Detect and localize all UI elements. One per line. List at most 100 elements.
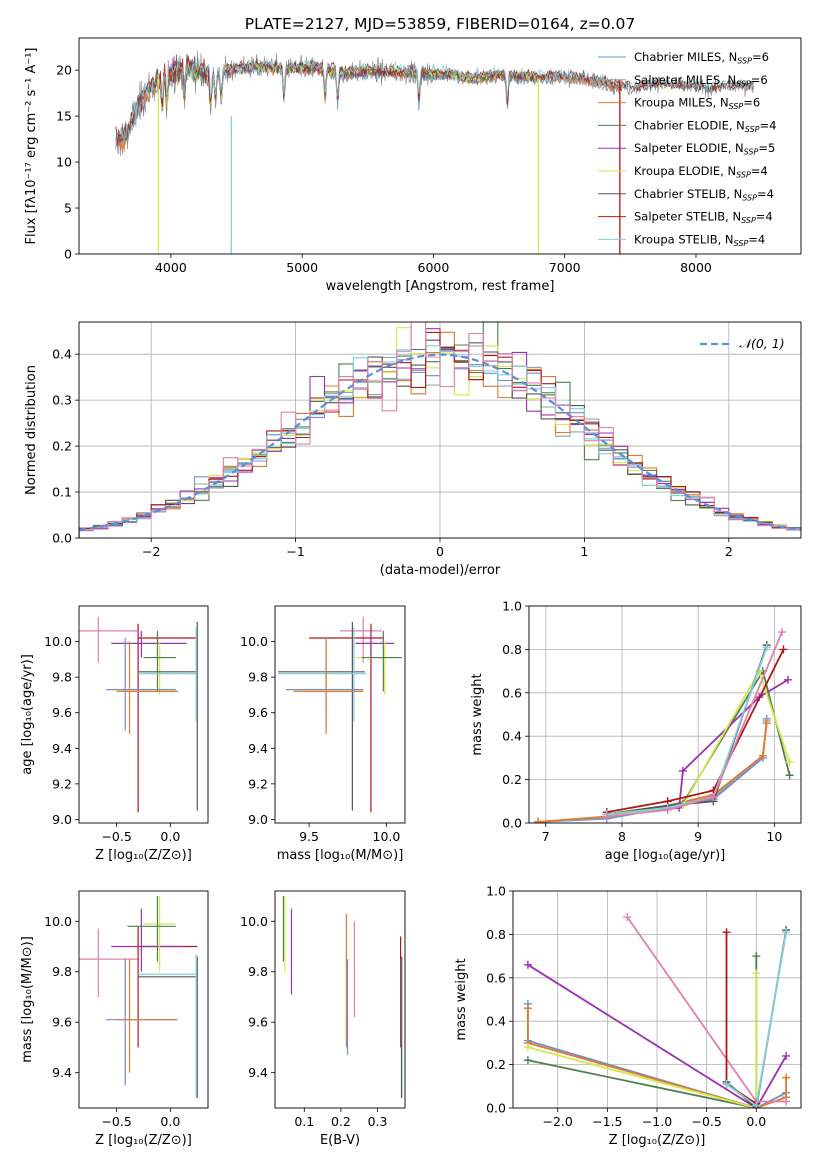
weight-line: [527, 964, 787, 1108]
legend-entry: Salpeter ELODIE, NSSP=5: [634, 141, 775, 157]
weight-marker: [678, 766, 687, 775]
weight-marker: [779, 645, 788, 654]
mass_vs_Z-axes: −0.5 0.0 9.4 9.6 9.8 10.0 Z [log₁₀(Z/Z⊙)] mass …: [20, 890, 209, 1148]
y-tick-label: 9.0: [52, 812, 72, 827]
weight-line: [527, 956, 758, 1108]
y-tick-label: 0.6: [502, 685, 522, 700]
x-tick-label: 0: [436, 544, 444, 559]
weight-marker: [762, 719, 771, 728]
spectrum-plot: [115, 50, 755, 254]
y-tick-label: 9.4: [248, 1065, 268, 1080]
y-tick-label: 0.2: [52, 439, 72, 454]
legend-entry: Kroupa STELIB, NSSP=4: [634, 232, 765, 248]
x-tick-label: 6000: [418, 260, 450, 275]
x-tick-label: 4000: [155, 260, 187, 275]
weight_vs_age-x-label: age [log₁₀(age/yr)]: [605, 848, 726, 863]
y-tick-label: 10.0: [44, 914, 72, 929]
x-tick-label: −0.5: [691, 1114, 721, 1129]
x-tick-label: 8000: [680, 260, 712, 275]
x-tick-label: −1: [286, 544, 304, 559]
y-tick-label: 9.4: [52, 741, 72, 756]
legend-entry: Salpeter STELIB, NSSP=4: [634, 210, 773, 226]
y-tick-label: 10.0: [44, 634, 72, 649]
residual-x-label: (data-model)/error: [380, 563, 501, 578]
age_vs_mass-plot: [278, 616, 402, 813]
y-tick-label: 0.8: [486, 927, 506, 942]
weight_vs_Z-x-label: Z [log₁₀(Z/Z⊙)]: [609, 1133, 706, 1148]
y-tick-label: 9.6: [248, 1015, 268, 1030]
y-tick-label: 0.3: [52, 393, 72, 408]
y-tick-label: 0: [64, 247, 72, 262]
x-tick-label: 9.5: [299, 829, 319, 844]
x-tick-label: 0.0: [160, 1114, 180, 1129]
x-tick-label: 0.1: [294, 1114, 314, 1129]
legend-entry: Chabrier STELIB, NSSP=4: [634, 187, 774, 203]
weight_vs_age-y-label: mass weight: [470, 673, 485, 755]
weight-marker: [523, 1043, 532, 1052]
weight-marker: [752, 952, 761, 961]
axes-frame: [528, 605, 802, 824]
age_vs_mass-axes: 9.5 10.0 9.0 9.2 9.4 9.6 9.8 10.0 mass [log₁₀(M/…: [240, 605, 406, 863]
model-spectrum: [157, 56, 539, 112]
weight_vs_Z-plot: [523, 913, 791, 1108]
axes-frame: [78, 321, 802, 539]
residuals-axes: −2 −1 0 1 2 0.0 0.1 0.2 0.3 0.4 (data-model)/error…: [24, 321, 802, 578]
weight-line: [538, 718, 768, 823]
weight-line: [606, 648, 785, 813]
x-tick-label: 2: [725, 544, 733, 559]
y-tick-label: 9.6: [52, 1015, 72, 1030]
weight-line: [606, 679, 789, 818]
age_vs_Z-axes: −0.5 0.0 9.0 9.2 9.4 9.6 9.8 10.0 Z [log₁₀(Z/Z⊙)…: [20, 605, 209, 863]
weight_vs_age-axes: 7 8 9 10 0.0 0.2 0.4 0.6 0.8 1.0 age [log₁₀(age/yr…: [470, 599, 802, 863]
weight-marker: [722, 928, 731, 937]
y-tick-label: 10.0: [240, 914, 268, 929]
axes-frame: [274, 605, 406, 824]
x-tick-label: −0.5: [101, 1114, 131, 1129]
x-tick-label: 8: [618, 829, 626, 844]
age_vs_mass-x-label: mass [log₁₀(M/M⊙)]: [277, 848, 404, 863]
x-tick-label: −1.5: [592, 1114, 622, 1129]
axes-frame: [78, 605, 209, 824]
weight-marker: [534, 817, 543, 823]
y-tick-label: 9.6: [248, 705, 268, 720]
weight-marker: [762, 643, 771, 652]
weight-marker: [709, 792, 718, 801]
y-tick-label: 0.4: [502, 729, 522, 744]
spectrum-x-label: wavelength [Angstrom, rest frame]: [326, 279, 555, 294]
y-tick-label: 0.4: [52, 347, 72, 362]
weight-marker: [663, 805, 672, 814]
y-tick-label: 9.2: [248, 776, 268, 791]
y-tick-label: 1.0: [502, 599, 522, 614]
y-tick-label: 0.8: [502, 642, 522, 657]
spectrum-axes: 4000 5000 6000 7000 8000 0 5 10 15 20 wavelength […: [24, 37, 802, 294]
x-tick-label: 0.0: [160, 829, 180, 844]
y-tick-label: 0.0: [486, 1101, 506, 1116]
y-tick-label: 5: [64, 201, 72, 216]
weight-marker: [722, 1080, 731, 1089]
y-tick-label: 10.0: [240, 634, 268, 649]
weight-marker: [752, 1101, 761, 1108]
weight-marker: [785, 771, 794, 780]
x-tick-label: 0.0: [746, 1114, 766, 1129]
residual-y-label: Normed distribution: [24, 365, 39, 495]
normal-curve: [79, 353, 801, 531]
y-tick-label: 0.0: [502, 816, 522, 831]
weight-marker: [782, 1097, 791, 1106]
x-tick-label: 7000: [549, 260, 581, 275]
y-tick-label: 1.0: [486, 884, 506, 899]
weight-marker: [782, 928, 791, 937]
y-tick-label: 9.6: [52, 705, 72, 720]
weight-marker: [523, 1004, 532, 1013]
age_vs_Z-y-label: age [log₁₀(age/yr)]: [20, 654, 35, 775]
x-tick-label: 1: [580, 544, 588, 559]
mass_vs_EBV-plot: [282, 896, 403, 1098]
y-tick-label: 10: [56, 155, 72, 170]
x-tick-label: −2: [142, 544, 160, 559]
weight-marker: [758, 751, 767, 760]
x-tick-label: 0.3: [368, 1114, 388, 1129]
weight-marker: [782, 1073, 791, 1082]
weight-line: [606, 646, 768, 816]
weight-line: [538, 723, 768, 823]
y-tick-label: 0.2: [486, 1057, 506, 1072]
